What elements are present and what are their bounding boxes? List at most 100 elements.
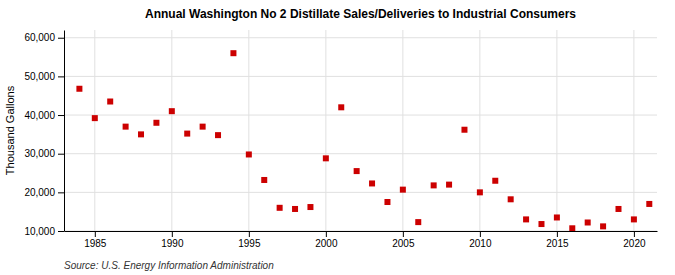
y-axis-label: Thousand Gallons xyxy=(4,85,16,175)
grid-line xyxy=(94,30,95,231)
point xyxy=(230,50,236,56)
tick-label: 2015 xyxy=(546,238,569,249)
tick: 30,000 xyxy=(24,148,64,159)
tick: 2005 xyxy=(392,231,415,249)
point xyxy=(138,131,144,137)
tick-mark xyxy=(557,231,558,237)
point xyxy=(600,223,606,229)
tick-mark xyxy=(58,38,64,39)
point xyxy=(508,196,514,202)
tick-label: 2005 xyxy=(392,238,415,249)
point xyxy=(400,187,406,193)
tick: 2015 xyxy=(546,231,569,249)
tick-label: 2020 xyxy=(623,238,646,249)
grid xyxy=(64,30,657,231)
tick-mark xyxy=(249,231,250,237)
point xyxy=(92,115,98,121)
tick: 2010 xyxy=(469,231,492,249)
tick: 2000 xyxy=(315,231,338,249)
point xyxy=(338,104,344,110)
grid-line xyxy=(64,76,657,77)
grid-line xyxy=(479,30,480,231)
tick-label: 10,000 xyxy=(24,226,55,237)
point xyxy=(569,225,575,231)
axis-line xyxy=(64,31,65,232)
grid-line xyxy=(64,37,657,38)
point xyxy=(292,206,298,212)
point xyxy=(446,182,452,188)
tick: 1985 xyxy=(84,231,107,249)
grid-line xyxy=(64,153,657,154)
grid-line xyxy=(402,30,403,231)
annotation: Source: U.S. Energy Information Administ… xyxy=(64,260,274,271)
point xyxy=(261,177,267,183)
tick-label: 2000 xyxy=(315,238,338,249)
point xyxy=(431,182,437,188)
tick-label: 1985 xyxy=(84,238,107,249)
tick-mark xyxy=(172,231,173,237)
tick-mark xyxy=(58,192,64,193)
tick-mark xyxy=(58,115,64,116)
point xyxy=(369,180,375,186)
point xyxy=(477,189,483,195)
grid-line xyxy=(171,30,172,231)
point xyxy=(492,178,498,184)
point xyxy=(107,99,113,105)
chart: 1985 1990 1995 2000 2005 2010 2015 2020 10,000 20… xyxy=(0,0,675,275)
plot-area: 1985 1990 1995 2000 2005 2010 2015 2020 10,000 20… xyxy=(24,30,657,249)
point xyxy=(631,216,637,222)
point xyxy=(554,214,560,220)
point xyxy=(169,108,175,114)
point xyxy=(215,132,221,138)
point xyxy=(153,120,159,126)
tick-label: 1990 xyxy=(161,238,184,249)
tick-mark xyxy=(480,231,481,237)
grid-line xyxy=(325,30,326,231)
axis-line xyxy=(65,231,658,232)
points xyxy=(76,50,652,231)
grid-line xyxy=(64,231,657,232)
point xyxy=(246,151,252,157)
tick-label: 60,000 xyxy=(24,32,55,43)
point xyxy=(354,168,360,174)
title: Annual Washington No 2 Distillate Sales/… xyxy=(145,7,576,21)
point xyxy=(646,201,652,207)
tick-mark xyxy=(326,231,327,237)
tick-mark xyxy=(403,231,404,237)
point xyxy=(415,219,421,225)
tick-label: 40,000 xyxy=(24,110,55,121)
tick: 20,000 xyxy=(24,187,64,198)
grid-line xyxy=(633,30,634,231)
tick: 40,000 xyxy=(24,110,64,121)
point xyxy=(307,204,313,210)
tick-label: 30,000 xyxy=(24,148,55,159)
point xyxy=(277,205,283,211)
tick-mark xyxy=(95,231,96,237)
grid-line xyxy=(248,30,249,231)
point xyxy=(200,124,206,130)
tick-label: 1995 xyxy=(238,238,261,249)
point xyxy=(384,199,390,205)
tick: 60,000 xyxy=(24,32,64,43)
grid-line xyxy=(556,30,557,231)
tick-label: 20,000 xyxy=(24,187,55,198)
grid-line xyxy=(64,192,657,193)
tick: 10,000 xyxy=(24,226,64,237)
point xyxy=(76,86,82,92)
point xyxy=(123,124,129,130)
y-axis: 10,000 20,000 30,000 40,000 50,000 60,000 xyxy=(24,31,64,237)
point xyxy=(615,206,621,212)
tick: 1990 xyxy=(161,231,184,249)
tick-label: 2010 xyxy=(469,238,492,249)
tick-mark xyxy=(58,154,64,155)
x-axis: 1985 1990 1995 2000 2005 2010 2015 2020 xyxy=(65,231,658,249)
tick-mark xyxy=(58,231,64,232)
point xyxy=(538,221,544,227)
point xyxy=(523,216,529,222)
point xyxy=(461,127,467,133)
grid-line xyxy=(64,115,657,116)
tick: 1995 xyxy=(238,231,261,249)
point xyxy=(585,219,591,225)
tick: 50,000 xyxy=(24,71,64,82)
tick-mark xyxy=(634,231,635,237)
